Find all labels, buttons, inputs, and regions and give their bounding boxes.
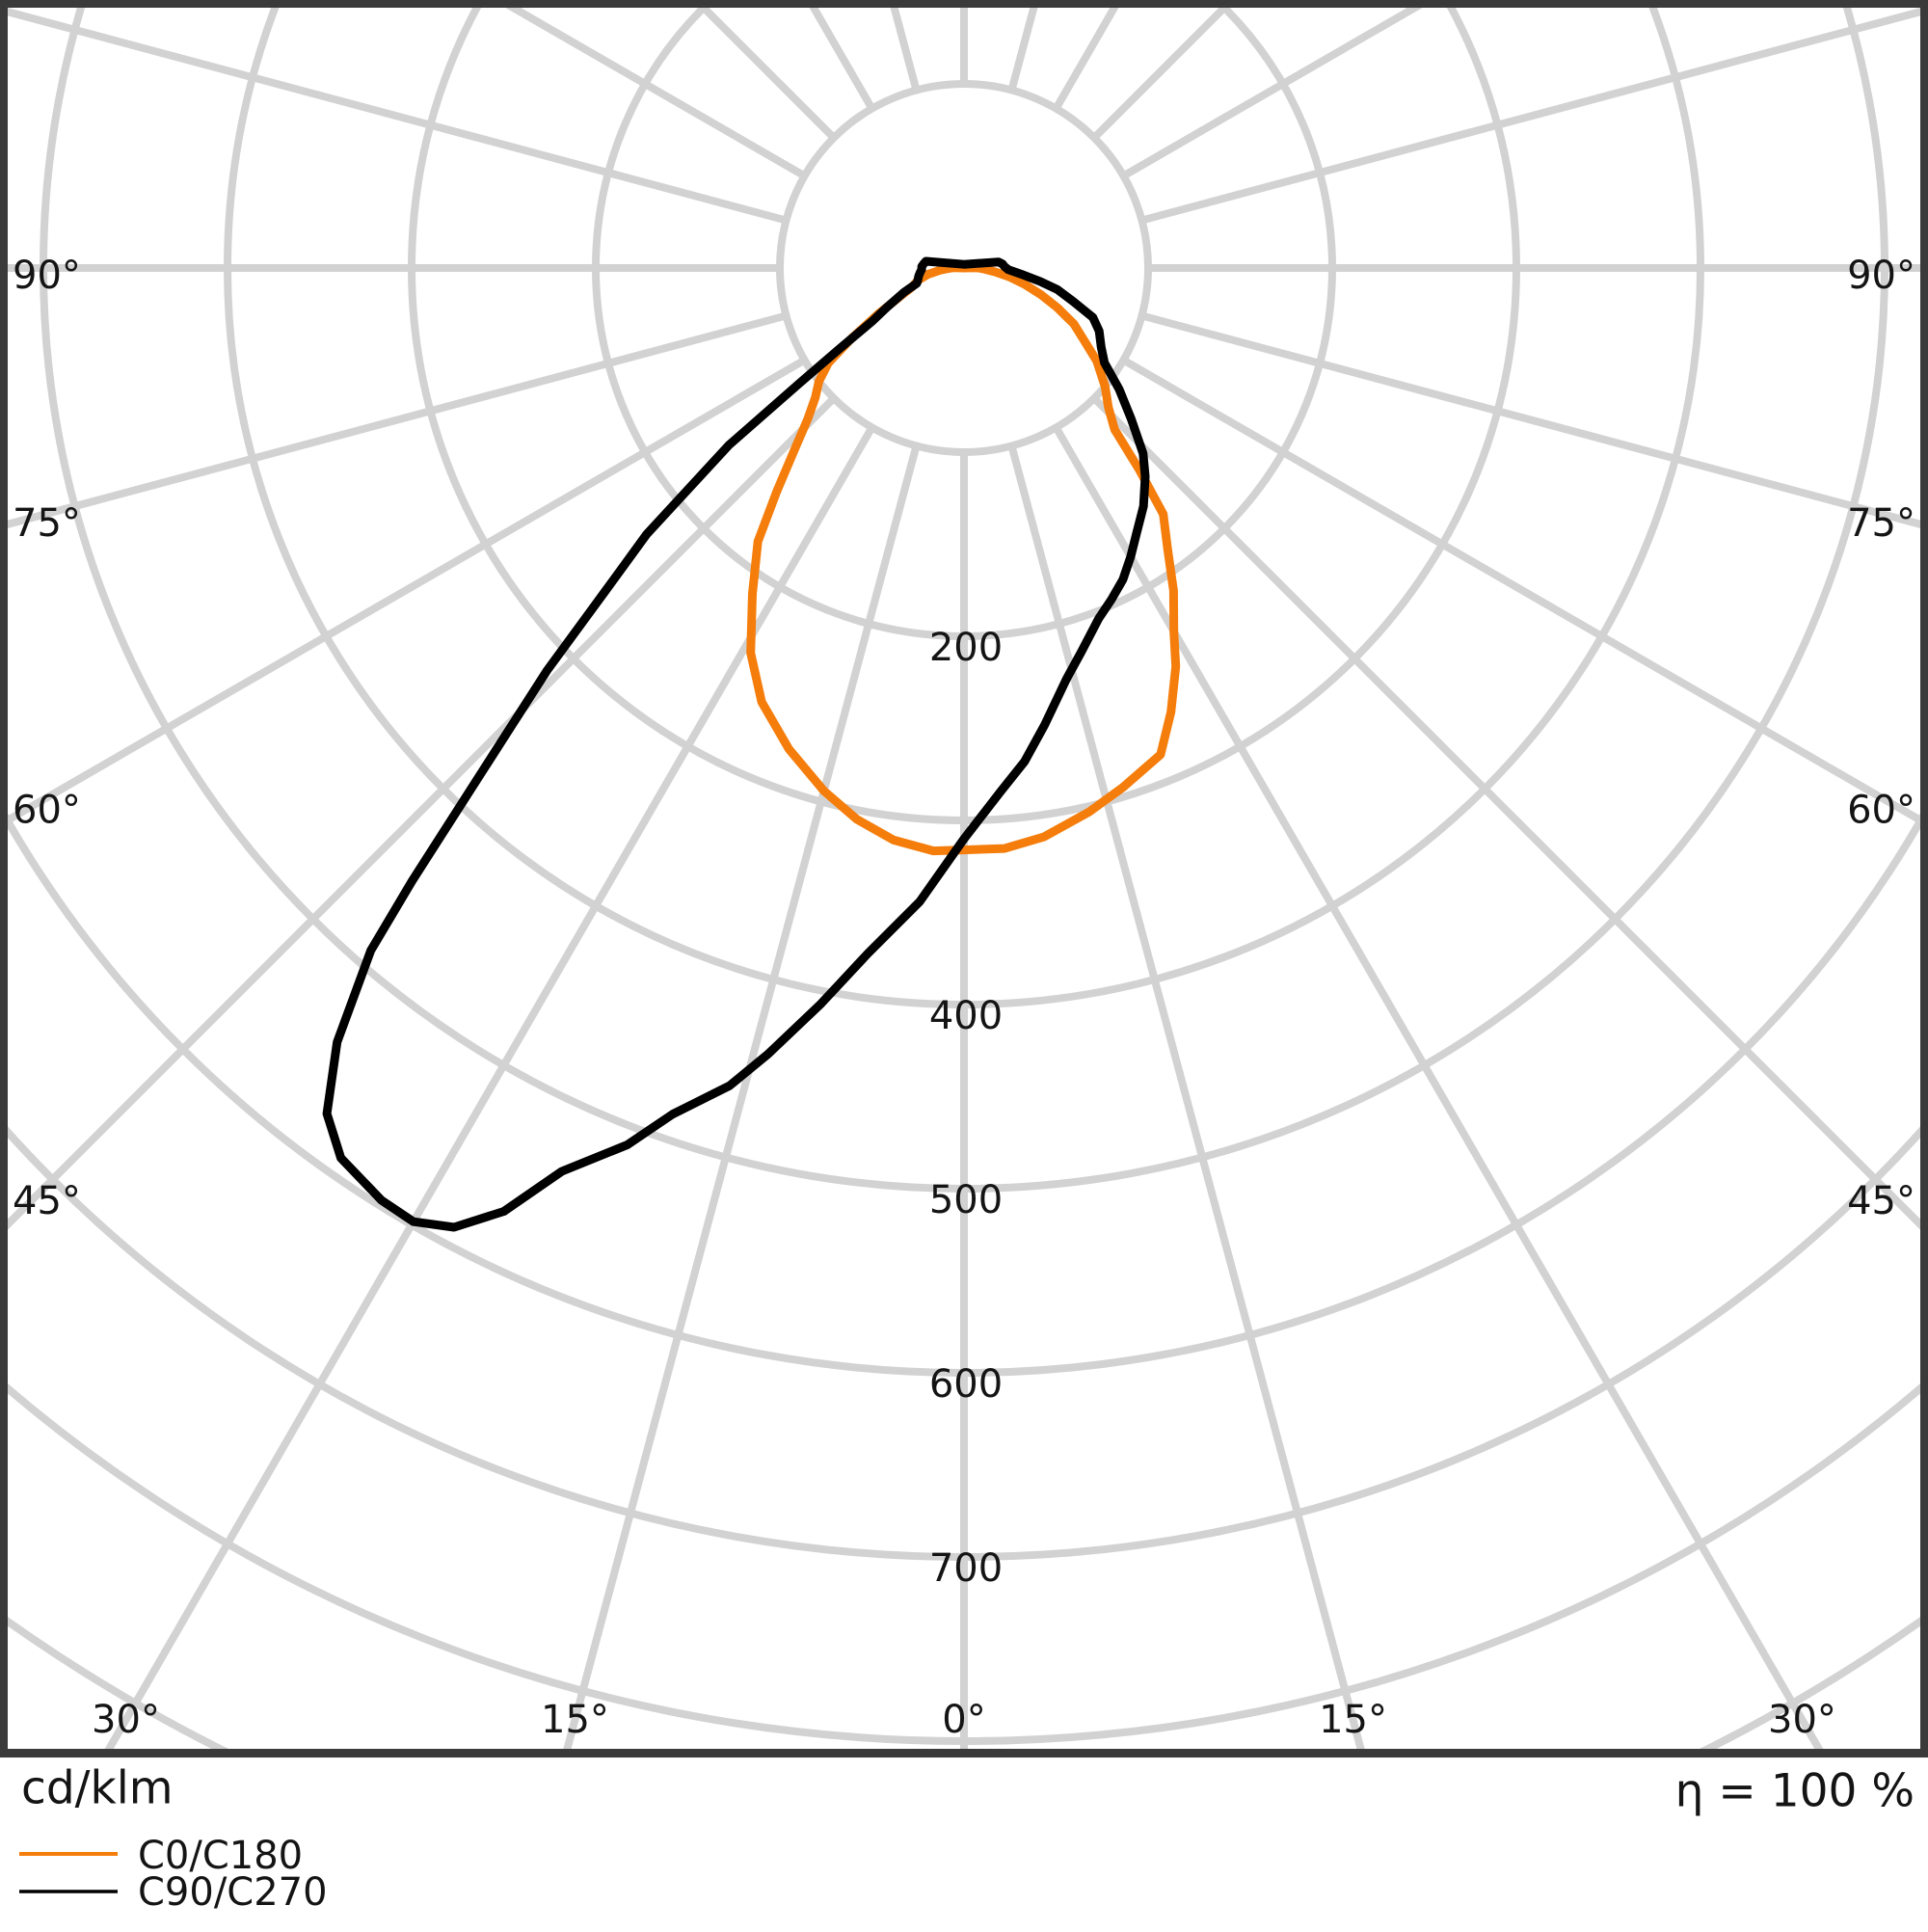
angle-label-bottom-right-15: 15°	[1319, 1698, 1387, 1742]
ring-label-700: 700	[929, 1546, 1003, 1591]
ring-label-600: 600	[929, 1362, 1003, 1407]
angle-label-bottom-left-15: 15°	[541, 1698, 609, 1742]
angle-label-right-60: 60°	[1847, 788, 1915, 832]
angle-label-left-75: 75°	[13, 501, 81, 546]
angle-label-right-75: 75°	[1847, 501, 1915, 546]
angle-label-right-45: 45°	[1847, 1179, 1915, 1223]
efficiency-label: η = 100 %	[1675, 1765, 1915, 1818]
angle-label-left-60: 60°	[13, 788, 81, 832]
units-label: cd/klm	[21, 1762, 174, 1815]
ring-label-500: 500	[929, 1178, 1003, 1222]
ring-label-200: 200	[929, 626, 1003, 670]
ring-label-400: 400	[929, 994, 1003, 1038]
angle-label-bottom-right-30: 30°	[1768, 1698, 1836, 1742]
angle-label-right-90: 90°	[1847, 254, 1915, 298]
angle-label-bottom-left-30: 30°	[92, 1698, 160, 1742]
angle-label-bottom-0: 0°	[942, 1698, 985, 1742]
legend-label-c90-c270: C90/C270	[138, 1870, 328, 1915]
angle-label-left-45: 45°	[13, 1179, 81, 1223]
angle-label-left-90: 90°	[13, 254, 81, 298]
